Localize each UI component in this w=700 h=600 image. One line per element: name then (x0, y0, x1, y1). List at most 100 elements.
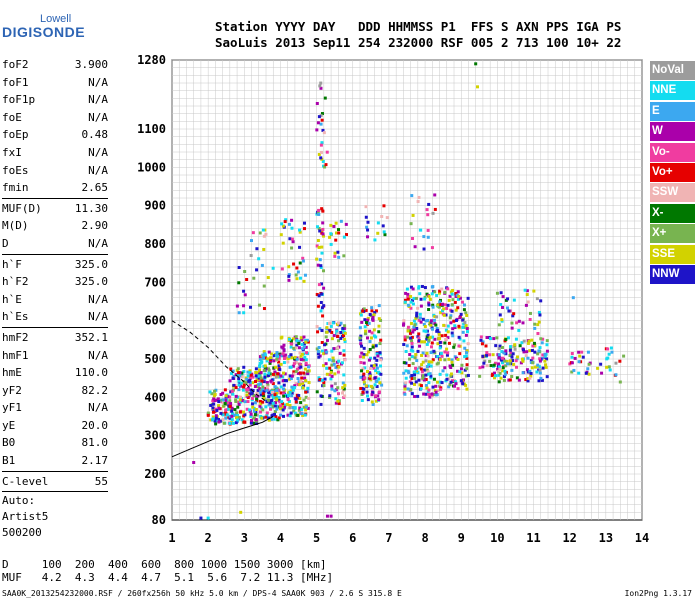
echo-point (427, 301, 431, 305)
param-label: hmF2 (2, 330, 29, 344)
echo-point (501, 305, 505, 309)
echo-point (500, 361, 504, 365)
echo-point (539, 376, 543, 380)
echo-point (292, 372, 296, 376)
echo-point (430, 341, 434, 345)
echo-point (320, 112, 324, 116)
echo-point (432, 349, 436, 353)
echo-point (237, 377, 241, 381)
param-divider (2, 253, 108, 255)
echo-point (502, 378, 506, 382)
echo-point (273, 370, 277, 374)
echo-point (503, 359, 507, 363)
echo-point (279, 385, 283, 389)
echo-point (521, 359, 525, 363)
echo-point (255, 399, 259, 403)
echo-point (223, 402, 227, 406)
echo-point (377, 390, 381, 394)
echo-point (466, 330, 470, 334)
echo-point (404, 369, 408, 373)
echo-point (443, 358, 447, 362)
echo-point (437, 384, 441, 388)
legend-item-x-: X+ (650, 224, 695, 244)
param-row: hmF1 N/A (2, 347, 108, 365)
echo-point (287, 356, 291, 360)
echo-point (413, 382, 417, 386)
echo-point (447, 341, 451, 345)
echo-point (325, 350, 329, 354)
echo-point (290, 342, 294, 346)
echo-point (420, 284, 424, 288)
echo-point (321, 159, 325, 163)
echo-point (365, 353, 369, 357)
echo-point (208, 390, 212, 394)
echo-point (530, 348, 534, 352)
echo-point (300, 352, 304, 356)
echo-point (323, 96, 327, 100)
param-row: yF2 82.2 (2, 382, 108, 400)
echo-point (257, 383, 261, 387)
param-value: 325.0 (74, 257, 108, 271)
echo-point (587, 362, 591, 366)
param-value: N/A (88, 145, 108, 159)
echo-point (423, 286, 427, 290)
echo-point (262, 284, 266, 288)
echo-point (503, 372, 507, 376)
echo-point (456, 357, 460, 361)
echo-point (288, 406, 292, 410)
echo-point (406, 387, 410, 391)
echo-point (580, 350, 584, 354)
echo-point (409, 222, 413, 226)
echo-point (336, 321, 340, 325)
echo-point (526, 300, 530, 304)
echo-point (303, 356, 307, 360)
echo-point (366, 384, 370, 388)
echo-point (245, 389, 249, 393)
echo-point (420, 340, 424, 344)
echo-point (614, 373, 618, 377)
echo-point (323, 165, 327, 169)
echo-point (421, 351, 425, 355)
echo-point (430, 292, 434, 296)
echo-point (427, 338, 431, 342)
echo-point (221, 391, 225, 395)
echo-point (515, 321, 519, 325)
echo-point (443, 290, 447, 294)
echo-point (321, 227, 325, 231)
echo-point (239, 395, 243, 399)
echo-point (274, 375, 278, 379)
echo-point (540, 378, 544, 382)
echo-point (508, 359, 512, 363)
echo-point (432, 392, 436, 396)
echo-point (520, 357, 524, 361)
echo-point (337, 255, 341, 259)
echo-point (522, 339, 526, 343)
echo-point (416, 200, 420, 204)
echo-point (329, 371, 333, 375)
echo-point (420, 363, 424, 367)
echo-point (371, 315, 375, 319)
echo-point (320, 141, 324, 145)
echo-point (447, 298, 451, 302)
echo-point (215, 419, 219, 423)
echo-point (523, 288, 527, 292)
echo-point (514, 337, 518, 341)
echo-point (456, 297, 460, 301)
echo-point (445, 347, 449, 351)
echo-point (288, 374, 292, 378)
echo-point (418, 344, 422, 348)
echo-point (417, 318, 421, 322)
legend: NoVal NNE E W Vo- Vo+ SSW X- X+ SSE NNW (650, 61, 695, 285)
echo-point (217, 420, 221, 424)
echo-point (509, 351, 513, 355)
echo-point (501, 295, 505, 299)
echo-point (424, 392, 428, 396)
echo-point (287, 222, 291, 226)
echo-point (448, 364, 452, 368)
echo-point (524, 378, 528, 382)
echo-point (267, 418, 271, 422)
echo-point (330, 349, 334, 353)
echo-point (302, 398, 306, 402)
echo-point (413, 370, 417, 374)
echo-point (282, 394, 286, 398)
